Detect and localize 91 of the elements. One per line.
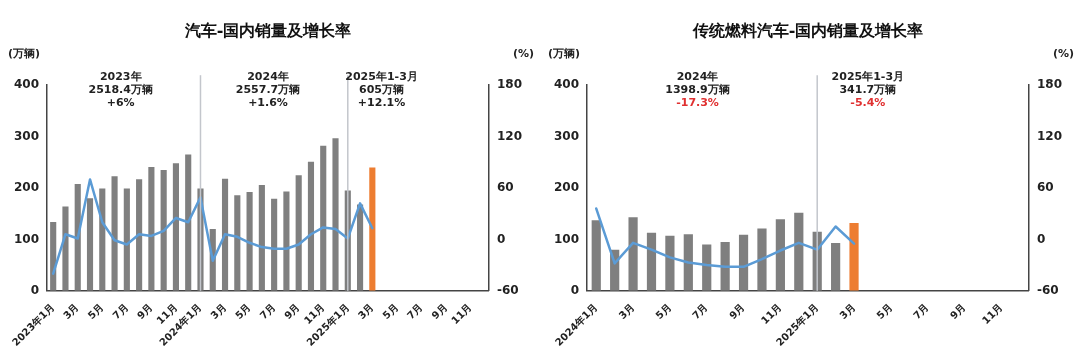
bar: [74, 183, 81, 291]
x-tick-label: 11月: [449, 301, 474, 327]
x-tick-label: 3月: [208, 301, 229, 322]
y2-tick-label: 120: [496, 128, 523, 143]
bar: [683, 234, 693, 291]
y2-axis-title: (%): [1052, 46, 1074, 60]
bar: [123, 188, 130, 291]
y2-tick-label: 60: [496, 180, 514, 195]
x-tick-label: 9月: [134, 301, 155, 322]
y2-tick-label: -60: [496, 282, 519, 297]
bar: [258, 184, 265, 291]
y-tick-label: 300: [13, 128, 40, 143]
x-tick-label: 3月: [837, 301, 858, 322]
x-tick-label: 11月: [979, 301, 1005, 327]
x-tick-label: 3月: [61, 301, 81, 322]
x-tick-label: 7月: [911, 301, 931, 322]
bar: [757, 228, 767, 291]
y2-tick-label: 60: [1036, 180, 1054, 195]
x-tick-label: 5月: [233, 301, 253, 322]
bar: [295, 175, 302, 291]
y-tick-label: 0: [30, 282, 40, 297]
y-axis-title: (万辆): [8, 46, 41, 60]
y-tick-label: 300: [553, 128, 580, 143]
bar: [234, 195, 241, 291]
bar: [283, 191, 290, 291]
bar: [160, 170, 167, 291]
bar: [831, 242, 841, 291]
bar: [665, 235, 675, 291]
bar: [185, 154, 192, 291]
bar: [172, 163, 180, 291]
bar: [148, 166, 155, 291]
y-tick-label: 400: [13, 77, 40, 92]
x-tick-label: 3月: [355, 301, 376, 322]
y-tick-label: 400: [553, 77, 580, 92]
x-tick-label: 5月: [380, 301, 401, 322]
bar: [702, 244, 712, 291]
y-tick-label: 200: [553, 180, 580, 195]
chart-title: 汽车-国内销量及增长率: [183, 20, 352, 40]
annotation: 2025年1-3月 341.7万辆 -5.4%: [831, 69, 905, 109]
x-tick-label: 7月: [404, 301, 425, 322]
y2-tick-label: 180: [496, 77, 523, 92]
bar: [221, 178, 229, 291]
bar: [646, 232, 657, 291]
bar: [775, 219, 785, 291]
y-axis-title: (万辆): [548, 46, 581, 60]
x-tick-label: 9月: [727, 301, 747, 322]
y-tick-label: 100: [13, 231, 40, 246]
annotation: 2023年 2518.4万辆 +6%: [88, 69, 153, 109]
y2-axis-title: (%): [512, 46, 534, 60]
bar: [320, 145, 327, 291]
bar: [332, 138, 339, 291]
bar: [738, 234, 749, 291]
bar: [246, 192, 253, 291]
x-tick-label: 11月: [758, 301, 784, 327]
bar: [356, 204, 364, 291]
x-tick-label: 9月: [429, 301, 450, 322]
x-tick-label: 5月: [85, 301, 106, 322]
x-tick-label: 7月: [110, 301, 131, 322]
y2-tick-label: 120: [1036, 128, 1063, 143]
chart-title: 传统燃料汽车-国内销量及增长率: [691, 20, 924, 40]
bar: [99, 188, 106, 291]
y2-tick-label: 0: [1036, 231, 1046, 246]
bar: [628, 217, 638, 291]
x-tick-label: 7月: [690, 301, 710, 322]
bar: [111, 176, 118, 291]
x-tick-label: 7月: [257, 301, 278, 322]
bar: [50, 221, 57, 291]
y2-tick-label: 180: [1036, 77, 1063, 92]
y-tick-label: 200: [13, 180, 40, 195]
y-tick-label: 100: [553, 231, 580, 246]
annotation: 2024年 1398.9万辆 -17.3%: [665, 69, 730, 109]
x-tick-label: 3月: [616, 301, 637, 322]
bar: [86, 198, 94, 291]
y2-tick-label: -60: [1036, 282, 1059, 297]
bar: [62, 206, 69, 291]
x-tick-label: 5月: [874, 301, 895, 322]
bar: [136, 179, 143, 291]
bar: [271, 198, 278, 291]
x-tick-label: 9月: [282, 301, 302, 322]
bar: [720, 241, 730, 291]
bar: [307, 161, 315, 291]
bar: [369, 167, 376, 291]
x-tick-label: 9月: [947, 301, 968, 322]
y-tick-label: 0: [570, 282, 580, 297]
annotation: 2025年1-3月 605万辆 +12.1%: [345, 69, 418, 109]
bar: [849, 222, 859, 291]
y2-tick-label: 0: [496, 231, 506, 246]
bar: [794, 212, 804, 291]
x-tick-label: 5月: [653, 301, 674, 322]
bar: [591, 220, 601, 291]
annotation: 2024年 2557.7万辆 +1.6%: [235, 69, 301, 109]
